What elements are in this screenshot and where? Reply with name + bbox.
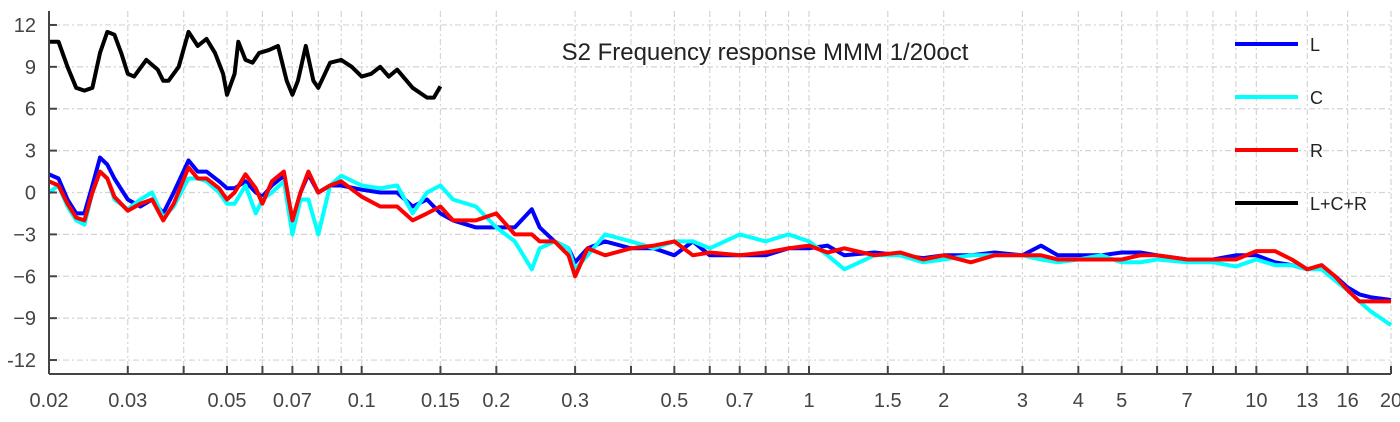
chart-title: S2 Frequency response MMM 1/20oct xyxy=(562,39,969,66)
grid xyxy=(48,11,1392,374)
x-tick-label: 0.2 xyxy=(482,390,510,412)
x-tick-label: 10 xyxy=(1245,390,1267,412)
x-tick-label: 0.03 xyxy=(108,390,147,412)
x-tick-label: 0.5 xyxy=(660,390,688,412)
x-tick-label: 13 xyxy=(1296,390,1318,412)
y-tick-label: −6 xyxy=(13,266,36,288)
y-tick-label: 9 xyxy=(25,57,36,79)
x-tick-label: 0.7 xyxy=(726,390,754,412)
x-tick-label: 2 xyxy=(938,390,949,412)
legend: L C R L+C+R xyxy=(1235,35,1367,214)
x-tick-label: 4 xyxy=(1073,390,1084,412)
x-tick-label: 0.05 xyxy=(208,390,247,412)
legend-label: L xyxy=(1310,35,1320,55)
series-line-l xyxy=(48,155,1392,302)
y-tick-label: −3 xyxy=(13,224,36,246)
x-tick-label: 0.1 xyxy=(348,390,376,412)
x-tick-label: 5 xyxy=(1116,390,1127,412)
x-tick-label: 3 xyxy=(1017,390,1028,412)
x-tick-label: 0.02 xyxy=(30,390,69,412)
y-tick-label: −9 xyxy=(13,308,36,330)
x-tick-label: 1 xyxy=(803,390,814,412)
y-tick-label: 3 xyxy=(25,141,36,163)
legend-label: C xyxy=(1310,88,1323,108)
legend-label: R xyxy=(1310,141,1323,161)
y-tick-label: -12 xyxy=(7,350,36,372)
series-line-c xyxy=(47,169,1393,327)
series-line-l-c-r xyxy=(49,29,443,100)
x-tick-label: 20 xyxy=(1380,390,1400,412)
series-line-r xyxy=(48,165,1391,304)
x-tick-label: 0.15 xyxy=(421,390,460,412)
x-tick-label: 1.5 xyxy=(874,390,902,412)
x-tick-label: 0.3 xyxy=(561,390,589,412)
x-tick-label: 16 xyxy=(1337,390,1359,412)
y-tick-label: 12 xyxy=(14,15,36,37)
x-tick-label: 7 xyxy=(1181,390,1192,412)
x-tick-label: 0.07 xyxy=(273,390,312,412)
series-lines xyxy=(47,29,1393,327)
y-tick-label: 6 xyxy=(25,99,36,121)
y-tick-label: 0 xyxy=(25,183,36,205)
legend-label: L+C+R xyxy=(1310,194,1367,214)
